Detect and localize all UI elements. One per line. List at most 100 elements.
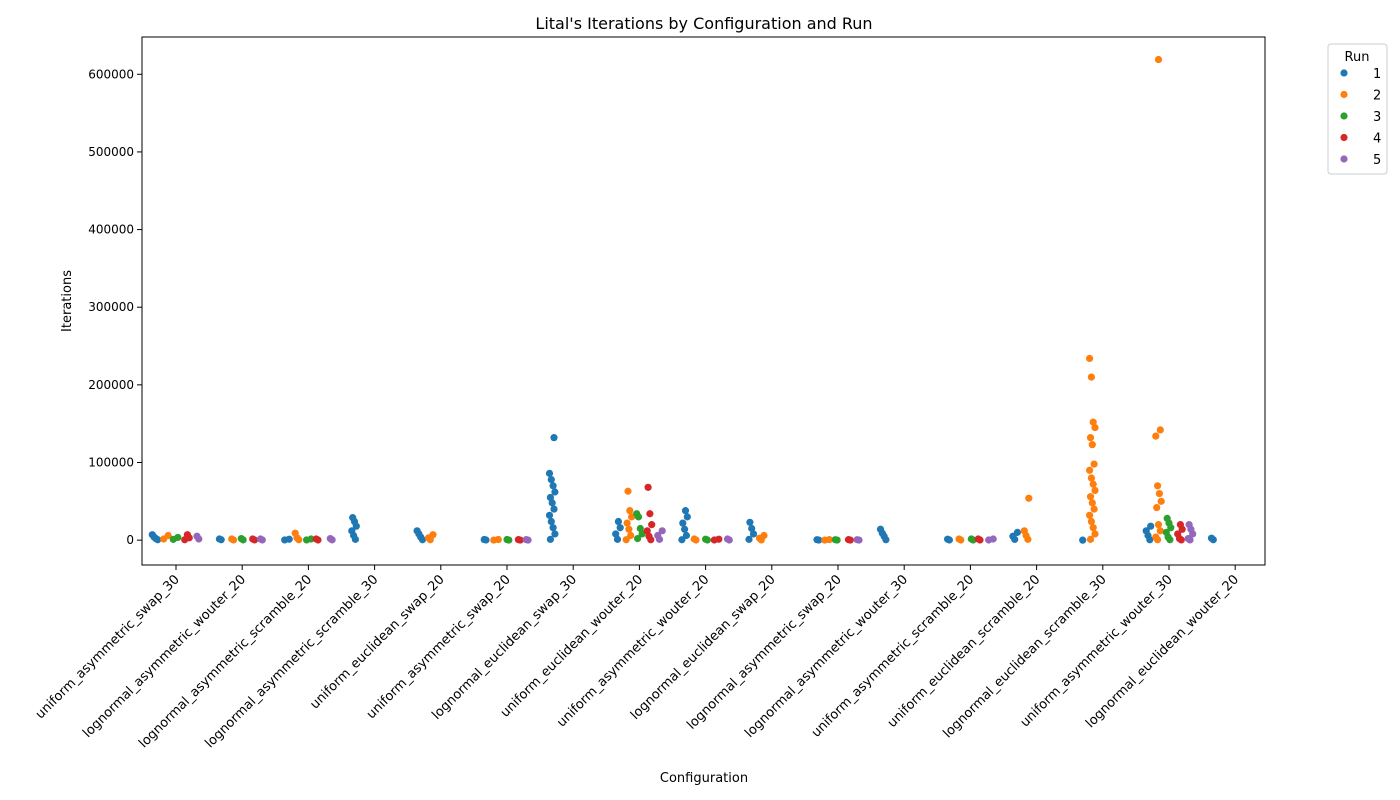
legend-label: 2: [1373, 89, 1381, 104]
data-point: [1090, 505, 1098, 513]
data-point: [1157, 497, 1165, 505]
data-point: [169, 535, 177, 543]
data-point: [1087, 474, 1095, 482]
data-point: [846, 536, 854, 544]
data-point: [1089, 524, 1097, 532]
data-point: [833, 536, 841, 544]
data-point: [855, 536, 863, 544]
data-point: [710, 536, 718, 544]
data-point: [1086, 354, 1094, 363]
data-point: [181, 536, 189, 544]
data-point: [821, 536, 829, 544]
y-tick-label: 500000: [88, 145, 134, 159]
data-point: [703, 536, 712, 544]
data-point: [352, 522, 360, 530]
data-point: [547, 475, 555, 484]
y-axis: 0 100000 200000 300000 400000 500000 600000: [88, 67, 142, 547]
data-point: [1146, 536, 1154, 544]
data-point: [547, 517, 555, 526]
data-point: [1154, 55, 1163, 64]
data-point: [154, 536, 162, 544]
data-point: [160, 535, 168, 543]
data-point: [545, 511, 554, 519]
data-point: [1011, 535, 1019, 543]
data-point: [546, 493, 555, 502]
data-point: [1167, 524, 1175, 532]
data-point: [328, 536, 336, 544]
data-point: [957, 536, 965, 544]
data-point: [692, 536, 700, 544]
data-point: [1086, 493, 1095, 501]
data-point: [614, 517, 623, 526]
data-point: [644, 483, 652, 491]
data-point: [1177, 536, 1185, 544]
data-point: [239, 536, 247, 544]
legend-frame: [1327, 43, 1388, 175]
legend-marker: [1340, 155, 1348, 163]
data-point: [625, 525, 633, 533]
data-point: [748, 524, 756, 533]
data-point: [1091, 423, 1099, 432]
data-point: [1166, 536, 1174, 544]
plot-layer: [148, 55, 1217, 544]
data-point: [746, 518, 754, 526]
data-point: [1189, 530, 1197, 538]
data-point: [634, 513, 643, 521]
data-point: [1153, 503, 1161, 512]
x-axis-label: Configuration: [660, 771, 748, 786]
data-point: [655, 535, 664, 543]
data-point: [1186, 536, 1194, 544]
data-point: [815, 536, 823, 544]
data-point: [551, 488, 559, 496]
data-point: [1087, 373, 1095, 381]
data-point: [1088, 441, 1096, 449]
legend-marker: [1340, 133, 1348, 142]
data-point: [551, 530, 559, 538]
data-point: [634, 535, 642, 543]
y-tick-label: 200000: [88, 378, 134, 392]
data-point: [546, 535, 555, 543]
data-point: [616, 524, 624, 532]
data-point: [1155, 489, 1163, 498]
data-point: [295, 536, 303, 544]
data-point: [612, 530, 620, 538]
data-point: [314, 536, 322, 544]
data-point: [1086, 434, 1095, 442]
data-point: [250, 536, 259, 544]
data-point: [627, 531, 635, 540]
data-point: [516, 536, 524, 544]
data-point: [1154, 482, 1162, 490]
data-point: [636, 524, 644, 533]
legend-marker: [1340, 90, 1348, 99]
data-point: [1024, 535, 1032, 543]
data-point: [613, 535, 622, 543]
legend-marker: [1340, 69, 1348, 77]
data-point: [882, 536, 890, 544]
data-point: [985, 536, 993, 544]
y-tick-label: 300000: [88, 300, 134, 314]
data-point: [303, 536, 311, 544]
data-point: [646, 510, 654, 518]
data-point: [524, 536, 532, 544]
data-point: [1088, 499, 1096, 507]
data-point: [351, 535, 359, 543]
data-point: [281, 536, 289, 544]
legend-label: 1: [1373, 67, 1381, 82]
data-point: [545, 469, 554, 477]
data-point: [1156, 426, 1164, 434]
data-point: [682, 531, 691, 540]
y-tick-label: 400000: [88, 223, 134, 237]
data-point: [548, 499, 556, 507]
data-point: [626, 507, 634, 515]
data-point: [1209, 536, 1217, 544]
data-point: [1156, 527, 1164, 535]
data-point: [505, 536, 513, 544]
data-point: [749, 530, 758, 538]
data-point: [757, 536, 765, 544]
data-point: [623, 519, 631, 527]
data-point: [229, 536, 238, 544]
data-point: [745, 535, 753, 543]
data-point: [1147, 522, 1155, 530]
